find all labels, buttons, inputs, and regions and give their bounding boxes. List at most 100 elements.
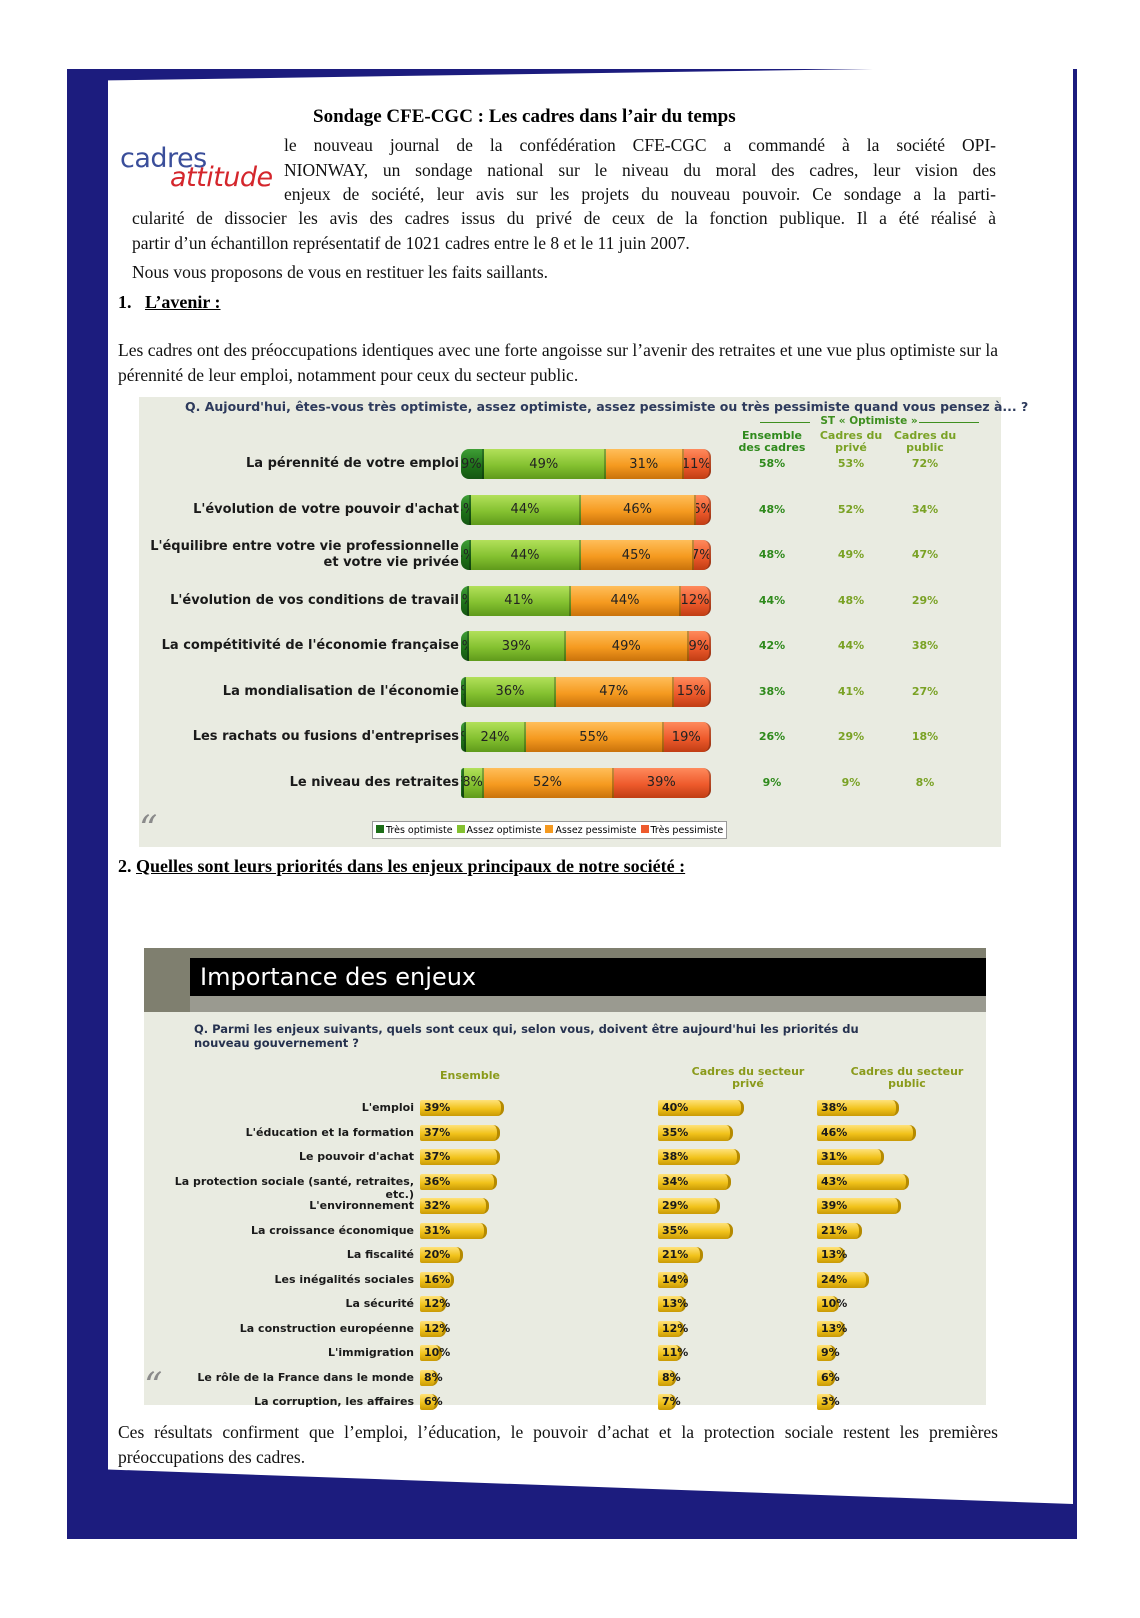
legend-label: Assez pessimiste — [555, 824, 637, 836]
chart-avenir-category-label: Le niveau des retraites — [289, 774, 459, 790]
chart-importance-bar: 6% — [420, 1394, 443, 1410]
chart-importance-series-header: Ensemble — [440, 1069, 500, 1082]
intro-line-4: cularité de dissocier les avis des cadre… — [132, 208, 996, 228]
legend-item: Très optimiste — [376, 824, 453, 836]
chart-importance-bar: 14% — [658, 1271, 688, 1288]
legend-label: Assez optimiste — [466, 824, 542, 836]
chart-importance-series-header: Cadres du secteur privé — [691, 1065, 805, 1090]
chart-importance-bar: 9% — [817, 1345, 840, 1361]
chart-avenir-legend: Très optimiste Assez optimiste Assez pessi… — [372, 821, 728, 839]
intro-line-5: partir d’un échantillon représentatif de… — [132, 233, 690, 253]
chart-avenir-bar-segment: 24% — [466, 722, 526, 752]
chart-avenir-st-value: 27% — [911, 684, 939, 698]
legend-swatch — [376, 824, 384, 833]
chart-importance-bar: 3% — [817, 1394, 840, 1410]
chart-avenir-bar-segment: 47% — [556, 676, 674, 707]
chart-avenir-st-value: 9% — [841, 775, 861, 789]
chart-importance-bar: 8% — [420, 1369, 443, 1386]
chart-importance-category-label: La fiscalité — [346, 1248, 414, 1261]
st-col-public: Cadres du public — [893, 429, 957, 454]
chart-avenir-st-value: 9% — [762, 775, 782, 789]
cadres-attitude-logo: cadres attitude — [118, 143, 283, 195]
chart-avenir-st-value: 48% — [837, 593, 865, 607]
chart-avenir-bar-segment: 41% — [468, 585, 571, 616]
chart-avenir-bar-segment: 39% — [613, 767, 711, 798]
st-header-line-left — [760, 422, 810, 423]
chart-avenir-bar-segment: 19% — [663, 722, 711, 752]
chart-avenir-bar-segment: 15% — [673, 676, 711, 707]
section-2-heading: 2. Quelles sont leurs priorités dans les… — [118, 856, 685, 877]
chart-avenir-category-label: L'évolution de vos conditions de travail — [170, 592, 459, 608]
section-1-heading: 1. L’avenir : — [118, 292, 221, 313]
chart-importance-bar: 7% — [658, 1394, 681, 1410]
chart-avenir-category-label: Les rachats ou fusions d'entreprises — [192, 729, 459, 744]
chart-avenir-bar-segment: 31% — [606, 449, 684, 479]
legend-item: Très pessimiste — [640, 824, 723, 836]
legend-swatch — [545, 824, 554, 833]
chart-avenir-bar-segment: 8% — [463, 767, 484, 798]
chart-importance-category-label: Le pouvoir d'achat — [298, 1150, 414, 1163]
chart-avenir-st-value: 44% — [837, 639, 865, 652]
chart-importance-bar: 31% — [817, 1149, 884, 1165]
legend-swatch — [456, 824, 465, 833]
chart-importance-bar: 12% — [658, 1320, 688, 1337]
chart-avenir-st-value: 53% — [837, 457, 865, 470]
legend-item: Assez pessimiste — [545, 824, 637, 836]
chart-avenir-st-value: 42% — [758, 639, 786, 652]
chart-importance-category-label: La croissance économique — [250, 1223, 414, 1237]
section-2-number: 2. — [118, 856, 132, 876]
chart-avenir-bar-segment: 49% — [483, 449, 606, 479]
chart-importance-bar: 21% — [658, 1247, 704, 1263]
chart-importance-bar: 35% — [658, 1222, 734, 1239]
chart-avenir-st-value: 47% — [911, 548, 939, 561]
chart-importance-bar: 29% — [658, 1198, 721, 1214]
chart-importance-bar: 32% — [420, 1198, 489, 1214]
chart-importance-category-label: Le rôle de la France dans le monde — [197, 1370, 414, 1384]
chart-avenir-bar-segment: 11% — [683, 449, 711, 479]
conclusion-text: Ces résultats confirment que l’emploi, l… — [118, 1422, 998, 1467]
chart-importance-bar: 40% — [658, 1100, 744, 1116]
chart-importance-category-label: La protection sociale (santé, retraites,… — [174, 1174, 414, 1201]
chart-importance-bar: 35% — [658, 1124, 734, 1141]
chart-importance-category-label: L'immigration — [328, 1346, 414, 1359]
chart-avenir-st-value: 48% — [758, 548, 786, 561]
logo-part-attitude: attitude — [170, 162, 273, 193]
chart-importance-bar: 6% — [817, 1369, 840, 1386]
chart-avenir-st-value: 44% — [758, 593, 786, 607]
chart-avenir-st-value: 58% — [758, 457, 786, 470]
chart-importance-bar: 8% — [658, 1369, 681, 1386]
chart-avenir-bar-segment: 2% — [461, 722, 466, 752]
chart-importance-bar: 10% — [817, 1296, 847, 1312]
chart-importance-bar: 12% — [420, 1296, 450, 1312]
chart-avenir-bar-segment: 44% — [471, 540, 581, 570]
chart-importance-bar: 39% — [817, 1198, 901, 1214]
section-1-text: Les cadres ont des préoccupations identi… — [118, 340, 998, 385]
chart-avenir-st-value: 38% — [911, 639, 939, 652]
chart-avenir-st-value: 72% — [911, 457, 939, 470]
chart-importance-bar: 13% — [817, 1320, 847, 1337]
intro-line-3: enjeux de société, leur avis sur les pro… — [284, 184, 996, 204]
chart-importance-category-label: La sécurité — [345, 1297, 414, 1310]
chart-avenir-st-value: 48% — [758, 502, 786, 516]
st-header-line-right — [919, 422, 979, 423]
chart-header-side — [144, 962, 190, 1012]
chart-importance-bar: 11% — [658, 1345, 688, 1361]
chart-importance-bar: 20% — [420, 1247, 463, 1263]
chart-importance-bar: 31% — [420, 1222, 487, 1239]
chart-avenir-bar-segment: 3% — [461, 585, 469, 616]
chart-importance-category-label: L'emploi — [361, 1101, 414, 1114]
chart-importance-category-label: L'environnement — [309, 1199, 414, 1212]
chart-importance-series-header: Cadres du secteur public — [850, 1065, 964, 1090]
chart-avenir-category-label: La compétitivité de l'économie française — [161, 638, 459, 653]
chart-avenir-st-value: 52% — [837, 502, 865, 516]
legend-swatch — [640, 824, 649, 833]
chart-importance-bar: 24% — [817, 1271, 869, 1288]
chart-avenir-st-value: 34% — [911, 502, 939, 516]
legend-item: Assez optimiste — [456, 824, 542, 836]
chart-importance-enjeux: Importance des enjeux Q. Parmi les enjeu… — [144, 948, 986, 1410]
st-col-ensemble: Ensemble des cadres — [738, 429, 806, 454]
chart-importance-bar: 38% — [817, 1100, 899, 1116]
section-1-number: 1. — [118, 292, 132, 312]
chart-importance-category-label: La construction européenne — [239, 1321, 414, 1335]
chart-avenir-st-value: 41% — [837, 684, 865, 698]
